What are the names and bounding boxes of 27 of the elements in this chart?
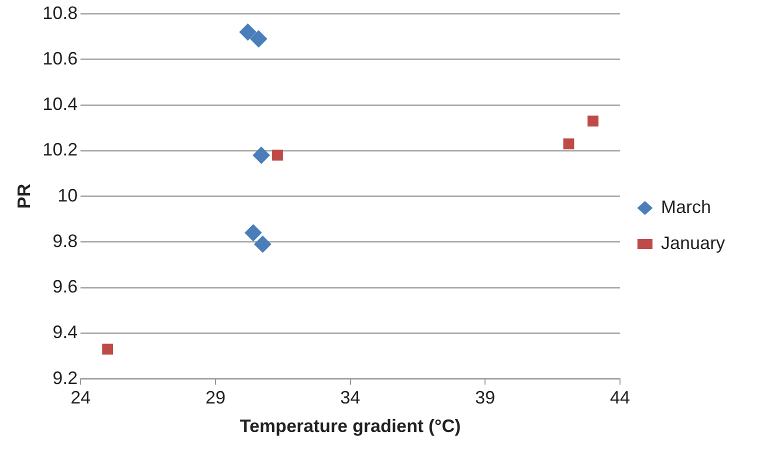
point	[563, 138, 574, 150]
x-tick-label: 24	[70, 388, 91, 408]
y-tick-label: 10	[58, 185, 78, 206]
point	[588, 116, 598, 126]
x-tick-label: 39	[475, 388, 496, 408]
y-tick-label: 10.8	[42, 2, 78, 23]
y-axis-title: PR	[14, 184, 34, 209]
point	[250, 30, 268, 48]
y-tick-label: 10.4	[42, 94, 78, 114]
point	[102, 344, 114, 355]
x-tick-label: 34	[340, 388, 360, 408]
x-tick-label: 29	[205, 388, 226, 408]
point	[239, 24, 256, 41]
point	[254, 236, 272, 253]
point	[252, 146, 270, 164]
legend-label: January	[660, 232, 726, 253]
y-tick-label: 9.6	[52, 276, 78, 297]
legend-label: March	[660, 196, 711, 217]
x-tick-label: 44	[610, 388, 630, 408]
y-tick-label: 9.2	[52, 368, 78, 388]
point	[244, 224, 262, 242]
y-tick-label: 10.2	[42, 140, 78, 160]
y-tick-label: 10.6	[42, 48, 78, 68]
y-tick-label: 9.8	[52, 230, 78, 251]
x-axis-title: Temperature gradient (°C)	[240, 416, 461, 436]
y-tick-label: 9.4	[52, 322, 78, 342]
point	[272, 150, 283, 161]
